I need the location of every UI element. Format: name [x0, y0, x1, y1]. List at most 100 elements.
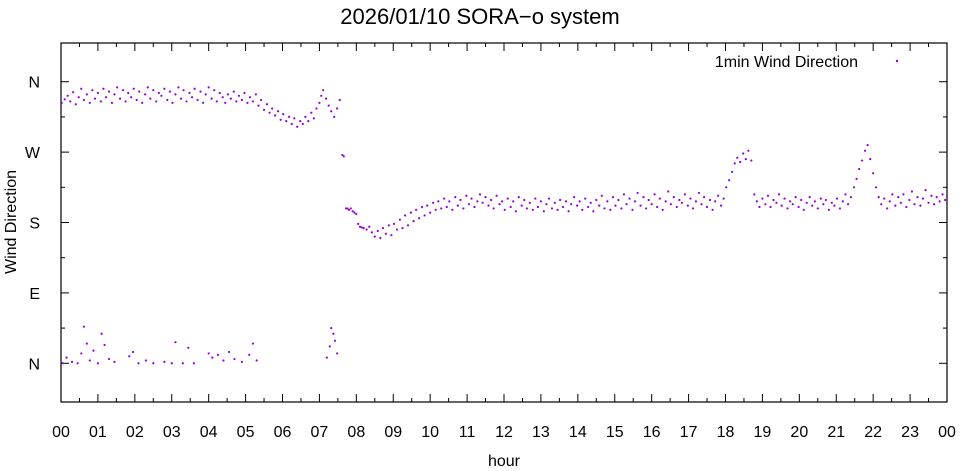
legend-label: 1min Wind Direction: [715, 54, 858, 71]
data-point: [694, 200, 698, 203]
data-point: [199, 90, 202, 93]
y-tick-label: N: [28, 356, 40, 373]
data-point: [149, 97, 152, 100]
data-point: [445, 205, 448, 209]
data-point: [883, 197, 886, 200]
data-point: [80, 87, 83, 90]
data-point: [570, 203, 573, 206]
data-point: [753, 193, 756, 196]
data-point: [144, 359, 148, 362]
data-point: [584, 197, 587, 200]
data-point: [276, 110, 280, 113]
data-point: [257, 104, 260, 107]
data-point: [412, 219, 415, 223]
data-point: [891, 193, 894, 196]
data-point: [88, 101, 91, 104]
data-point: [370, 231, 373, 234]
data-point: [858, 167, 861, 171]
data-point: [318, 101, 321, 104]
data-point: [179, 97, 183, 100]
data-point: [177, 86, 180, 89]
x-tick-label: 15: [606, 424, 624, 441]
data-point: [355, 212, 358, 216]
data-point: [467, 203, 471, 206]
data-point: [322, 89, 325, 92]
data-point: [221, 96, 224, 99]
data-point: [639, 204, 642, 207]
x-tick-label: 05: [237, 424, 255, 441]
data-point: [581, 208, 584, 211]
data-point: [503, 208, 506, 211]
data-point: [561, 205, 565, 209]
data-point: [672, 196, 675, 199]
data-point: [240, 360, 243, 363]
data-point: [341, 153, 344, 157]
data-point: [628, 197, 631, 200]
data-point: [875, 186, 878, 189]
data-point: [564, 200, 568, 203]
data-point: [113, 360, 116, 363]
data-point: [301, 122, 304, 126]
data-point: [210, 97, 213, 100]
data-point: [315, 107, 318, 110]
x-axis: 00 01 02 03 04 05 06 07 08 09 10 11 12 13 14 15 16 17 18 19…: [52, 43, 956, 441]
data-point: [233, 357, 236, 361]
data-point: [465, 194, 468, 197]
data-point: [268, 111, 271, 114]
data-point: [611, 196, 615, 199]
data-point: [913, 203, 916, 206]
data-point: [226, 93, 229, 96]
data-point: [395, 228, 399, 231]
data-point: [82, 98, 85, 102]
data-point: [631, 208, 634, 211]
data-point: [598, 204, 601, 207]
data-point: [517, 196, 520, 199]
data-point: [941, 193, 944, 196]
data-point: [886, 207, 889, 210]
data-point: [797, 205, 800, 209]
data-point: [849, 196, 853, 199]
data-point: [830, 201, 833, 204]
data-point: [379, 236, 382, 240]
y-axis: N E S W N: [25, 75, 947, 373]
data-point: [567, 210, 570, 213]
data-point: [470, 197, 473, 200]
data-point: [362, 227, 365, 230]
data-point: [495, 194, 498, 197]
data-point: [390, 234, 393, 237]
data-point: [218, 91, 221, 95]
data-point: [325, 356, 328, 359]
data-point: [808, 196, 811, 199]
data-point: [531, 208, 534, 211]
data-point: [512, 200, 515, 203]
data-point: [880, 203, 883, 206]
data-point: [932, 203, 936, 206]
data-point: [113, 93, 116, 96]
data-point: [478, 193, 482, 196]
data-point: [525, 207, 528, 210]
data-point: [473, 205, 476, 209]
data-point: [761, 197, 764, 200]
data-point: [678, 198, 681, 202]
data-point: [528, 201, 531, 204]
data-point: [248, 96, 252, 99]
data-point: [327, 104, 330, 107]
data-point: [592, 210, 595, 213]
y-tick-label: S: [29, 216, 40, 233]
data-point: [910, 190, 914, 193]
data-point: [398, 218, 401, 221]
data-point: [187, 346, 190, 349]
data-point: [251, 342, 255, 345]
data-point: [620, 207, 623, 210]
data-point: [833, 204, 836, 207]
data-point: [381, 227, 385, 230]
data-point: [711, 208, 714, 211]
data-point: [85, 93, 88, 96]
data-point: [360, 226, 363, 229]
data-point: [358, 225, 362, 228]
data-point: [74, 103, 77, 106]
data-point: [152, 89, 155, 92]
data-point: [645, 207, 648, 210]
data-point: [938, 200, 941, 203]
data-point: [330, 326, 333, 330]
